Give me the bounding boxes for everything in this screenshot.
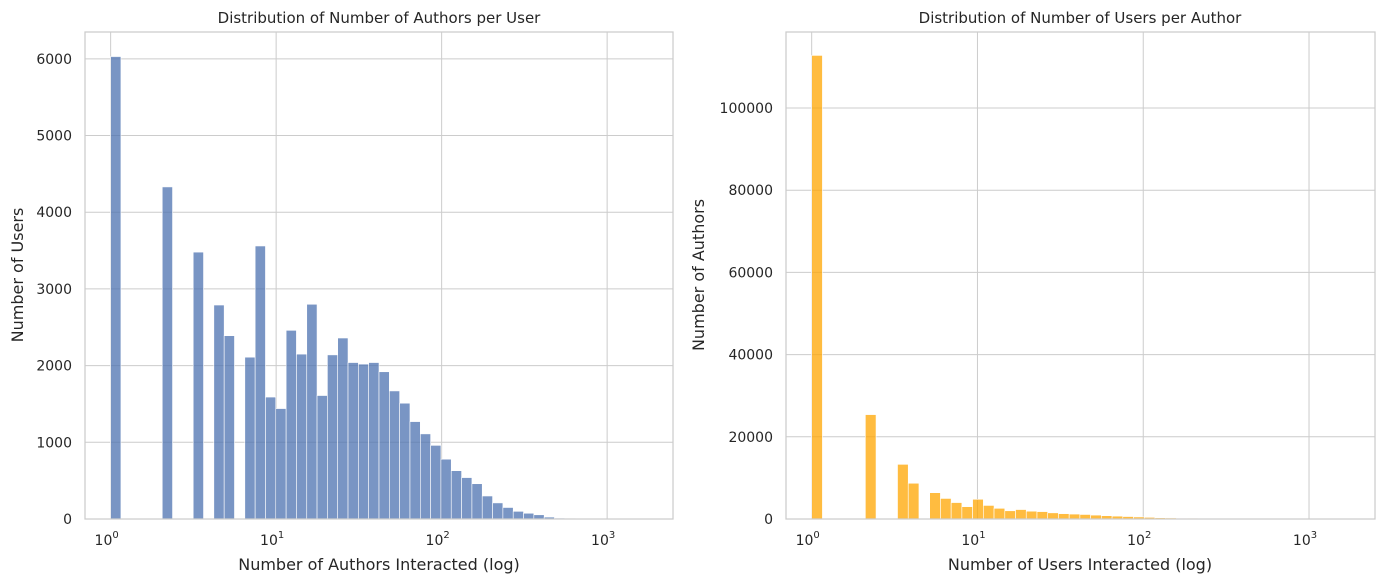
histogram-bar — [358, 363, 369, 520]
histogram-bar — [430, 445, 442, 520]
histogram-bar — [492, 502, 504, 520]
histogram-bar — [1036, 511, 1049, 520]
chart-users-per-author: Distribution of Number of Users per Auth… — [689, 9, 1376, 574]
y-axis-label: Number of Authors — [689, 199, 708, 351]
y-tick-label: 3000 — [36, 282, 72, 298]
histogram-bar — [961, 506, 973, 520]
histogram-bar — [223, 335, 235, 520]
histogram-bar — [161, 186, 173, 520]
histogram-bar — [811, 55, 823, 520]
histogram-bar — [399, 402, 411, 520]
histogram-bar — [865, 414, 877, 520]
histogram-bar — [1015, 509, 1027, 520]
histogram-bar — [502, 507, 514, 520]
histogram-bar — [1068, 513, 1081, 520]
chart-title: Distribution of Number of Authors per Us… — [218, 9, 542, 27]
y-tick-label: 0 — [764, 512, 773, 528]
histogram-bar — [389, 390, 400, 520]
grid — [85, 32, 673, 520]
histogram-bar — [993, 508, 1006, 520]
x-tick-label: 100 — [796, 530, 820, 549]
histogram-bar — [110, 56, 122, 520]
histogram-bar — [897, 464, 909, 520]
histogram-bar — [1058, 513, 1070, 520]
x-tick-label: 102 — [1127, 530, 1151, 549]
histogram-bar — [533, 514, 545, 520]
y-tick-label: 4000 — [36, 205, 72, 221]
y-tick-label: 5000 — [36, 129, 72, 145]
histogram-bar — [929, 492, 941, 520]
y-tick-label: 1000 — [36, 435, 72, 451]
histogram-bar — [347, 362, 359, 520]
histogram-bar — [523, 512, 535, 520]
histogram-bar — [368, 362, 380, 520]
plot-frame — [84, 31, 674, 520]
plot-frame — [785, 31, 1376, 520]
histogram-bar — [213, 304, 225, 520]
x-tick-label: 101 — [961, 530, 985, 549]
histogram-bar — [192, 251, 204, 520]
histogram-bar — [481, 495, 493, 520]
histogram-bar — [327, 354, 339, 520]
histogram-bar — [378, 371, 390, 520]
x-tick-label: 102 — [426, 530, 450, 549]
y-tick-label: 40000 — [728, 348, 773, 364]
histogram-bar — [1004, 510, 1016, 520]
histogram-bar — [450, 470, 462, 520]
histogram-bar — [940, 498, 952, 520]
chart-authors-per-user: Distribution of Number of Authors per Us… — [8, 9, 674, 574]
bars — [110, 56, 648, 520]
bars — [811, 55, 1370, 520]
y-tick-label: 2000 — [36, 359, 72, 375]
y-tick-label: 20000 — [728, 430, 773, 446]
y-tick-labels: 0 1000 2000 3000 4000 5000 6000 — [36, 52, 72, 528]
y-tick-labels: 0 20000 40000 60000 80000 100000 — [720, 101, 773, 528]
y-tick-label: 0 — [63, 512, 72, 528]
x-tick-label: 101 — [260, 530, 284, 549]
y-tick-label: 80000 — [728, 183, 773, 199]
histogram-bar — [316, 395, 328, 520]
histogram-bar — [254, 245, 266, 520]
histogram-bar — [1025, 510, 1038, 520]
x-axis-label: Number of Users Interacted (log) — [948, 555, 1212, 574]
chart-title: Distribution of Number of Users per Auth… — [919, 9, 1243, 27]
histogram-bar — [471, 483, 483, 520]
histogram-bar — [907, 482, 920, 520]
x-tick-label: 103 — [1293, 530, 1317, 549]
histogram-bar — [337, 337, 349, 520]
histogram-bar — [983, 505, 995, 520]
histogram-bar — [461, 477, 473, 520]
histogram-bar — [440, 458, 452, 520]
x-axis-label: Number of Authors Interacted (log) — [238, 555, 520, 574]
x-tick-labels: 100 101 102 103 — [95, 530, 616, 549]
histogram-bar — [265, 396, 277, 520]
x-tick-labels: 100 101 102 103 — [796, 530, 1318, 549]
histogram-bar — [244, 356, 256, 520]
histogram-bar — [275, 408, 287, 520]
x-tick-label: 100 — [95, 530, 119, 549]
histogram-bar — [420, 433, 431, 520]
histogram-bar — [512, 511, 524, 520]
histogram-bar — [409, 421, 421, 520]
y-tick-label: 60000 — [728, 265, 773, 281]
y-tick-label: 6000 — [36, 52, 72, 68]
histogram-bar — [1047, 512, 1059, 520]
histogram-bar — [972, 498, 984, 520]
histogram-bar — [306, 303, 318, 520]
histogram-bar — [950, 502, 963, 520]
x-tick-label: 103 — [591, 530, 615, 549]
y-axis-label: Number of Users — [8, 208, 27, 343]
histogram-bar — [285, 330, 297, 520]
histogram-bar — [296, 353, 308, 520]
y-tick-label: 100000 — [720, 101, 773, 117]
histogram-bar — [1079, 514, 1091, 520]
